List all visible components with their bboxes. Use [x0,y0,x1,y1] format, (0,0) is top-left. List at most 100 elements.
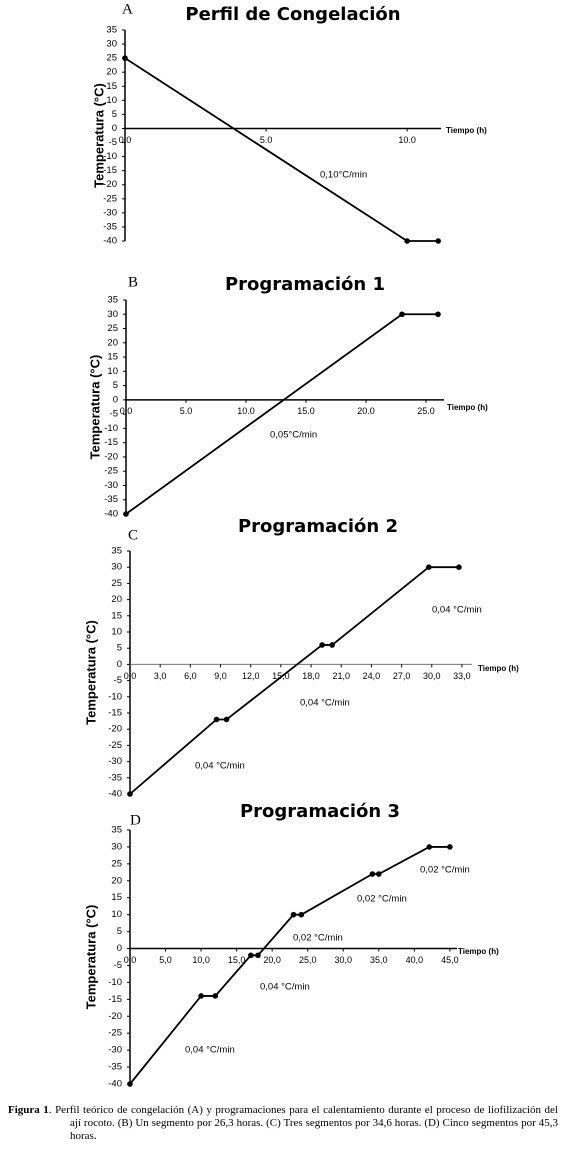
x-tick-label: 24,0 [363,671,381,681]
data-line [124,57,439,242]
panel-letter: B [128,274,138,290]
y-tick-label: -40 [108,1079,122,1090]
x-tick-label: 0.0 [120,406,133,416]
x-tick-label: 30,0 [334,955,352,965]
y-tick-label: 30 [106,39,117,50]
y-tick-label: 10 [106,95,117,106]
data-point [198,993,204,999]
y-tick-label: 15 [106,81,117,92]
y-tick-label: -5 [114,675,122,686]
annotation: 0,04 °C/min [185,1045,235,1056]
data-point [212,993,219,999]
x-tick-label: 18,0 [302,671,320,681]
y-tick-label: 15 [111,610,122,621]
y-tick-label: 5 [117,926,122,937]
x-tick-label: 45,0 [441,955,459,965]
data-point [319,642,325,648]
annotation: 0,04 °C/min [260,982,310,993]
data-point [127,791,133,797]
y-tick-label: -35 [108,1062,122,1073]
y-tick-label: 30 [107,309,118,320]
data-point [213,716,220,723]
y-tick-label: -35 [108,772,122,783]
x-tick-label: 15,0 [272,671,290,681]
x-tick-label: 0,0 [124,955,137,965]
data-point [426,844,433,850]
x-tick-label: 25.0 [417,406,435,416]
x-tick-label: 10.0 [237,406,255,416]
y-tick-label: -10 [108,691,122,702]
y-tick-label: -20 [108,724,122,735]
x-tick-label: 20.0 [357,406,375,416]
y-axis-label: Temperatura (°C) [83,905,98,1010]
y-tick-label: 10 [111,909,122,920]
x-tick-label: 0,0 [124,671,137,681]
y-tick-label: -25 [103,193,117,204]
y-tick-label: 25 [111,578,122,589]
y-tick-label: -35 [103,221,117,232]
chart-title: Programación 1 [225,274,385,295]
annotation: 0,04 °C/min [300,698,350,709]
figure: Perfil de Congelación A 35 30 25 20 15 10 5 0 -5 -1… [83,1,519,1090]
y-tick-label: 20 [111,594,122,605]
y-tick-label: -20 [104,451,118,462]
x-tick-label: 5,0 [159,955,172,965]
data-point [329,642,335,648]
y-tick-label: -10 [108,977,122,988]
data-point [223,716,230,723]
y-tick-label: 10 [107,366,118,377]
x-tick-label: 6,0 [184,671,197,681]
y-tick-label: 0 [112,123,117,134]
x-tick-label: 5.0 [260,135,273,145]
data-line [129,846,450,1085]
chart-title: Programación 3 [240,801,400,822]
panel-letter: D [130,812,141,828]
data-point [248,952,254,959]
annotation: 0,02 °C/min [293,933,343,944]
data-line [125,313,438,515]
annotation: 0,02 °C/min [420,865,470,876]
x-tick-label: 30,0 [423,671,441,681]
y-tick-label: 35 [111,546,122,557]
data-point [435,311,441,318]
data-point [127,1081,133,1087]
caption-label: Figura 1 [8,1104,49,1116]
y-tick-label: -10 [104,423,118,434]
y-tick-label: 20 [107,337,118,348]
y-tick-label: 0 [113,394,118,405]
y-tick-label: 35 [107,295,118,306]
x-tick-label: 15.0 [297,406,315,416]
x-axis-label: Tiempo (h) [458,947,499,956]
y-tick-label: 25 [111,858,122,869]
y-tick-label: 35 [106,25,117,36]
x-tick-label: 5.0 [180,406,193,416]
caption: Figura 1. Perfil teórico de congelación … [8,1104,558,1143]
x-tick-label: 33,0 [453,671,471,681]
data-point [376,871,382,877]
x-tick-label: 27,0 [393,671,411,681]
y-tick-label: 25 [107,323,118,334]
data-point [456,564,462,570]
data-point [255,952,261,959]
y-tick-label: 30 [111,841,122,852]
data-point [290,911,297,918]
y-tick-label: -40 [108,789,122,800]
x-axis-label: Tiempo (h) [446,126,487,135]
y-tick-label: -20 [103,179,117,190]
y-tick-label: 5 [117,643,122,654]
y-tick-label: -30 [108,756,122,767]
x-tick-label: 25,0 [299,955,317,965]
y-tick-label: 30 [111,562,122,573]
x-axis-label: Tiempo (h) [447,403,488,412]
y-tick-label: -40 [103,236,117,247]
y-axis-label: Temperatura (°C) [87,355,102,460]
x-tick-label: 0.0 [119,135,132,145]
x-tick-label: 12,0 [242,671,260,681]
caption-text: . Perfil teórico de congelación (A) y pr… [48,1104,558,1142]
panel-letter: A [122,1,133,17]
y-tick-label: 20 [106,67,117,78]
y-tick-label: -15 [108,708,122,719]
y-tick-label: 35 [111,825,122,836]
y-tick-label: 0 [117,659,122,670]
x-tick-label: 15,0 [228,955,246,965]
